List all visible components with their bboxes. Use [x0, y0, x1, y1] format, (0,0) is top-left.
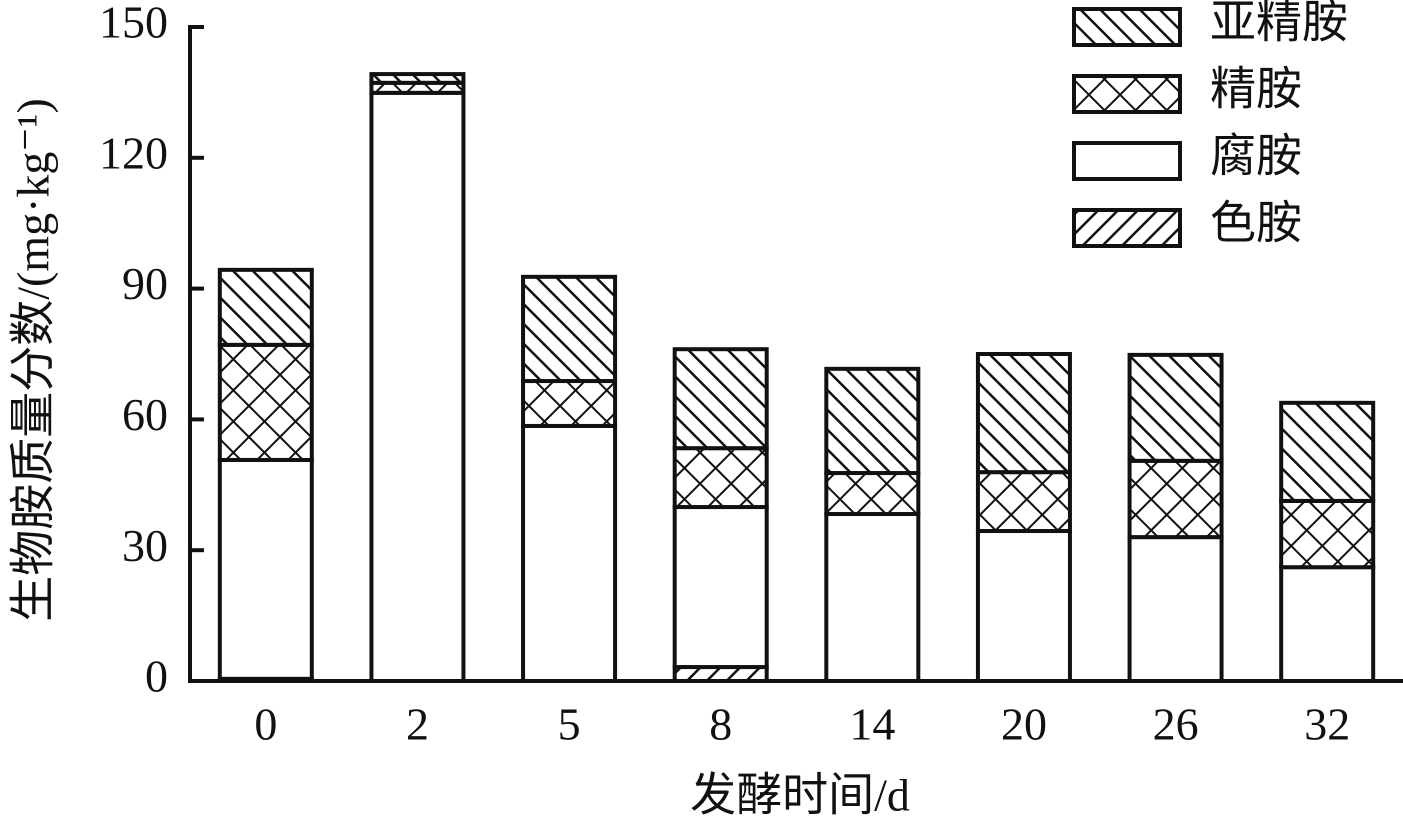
legend-swatch [1072, 7, 1182, 47]
bar-segment [1279, 565, 1376, 683]
bar-segment [672, 665, 769, 683]
bar-segment [217, 342, 314, 462]
y-tick-label: 0 [145, 651, 168, 702]
legend-swatch [1072, 208, 1182, 248]
x-tick-label: 8 [709, 699, 732, 750]
x-tick-label: 32 [1304, 699, 1350, 750]
legend-swatch [1072, 141, 1182, 181]
bar-segment [1127, 458, 1224, 540]
legend-label: 腐胺 [1210, 131, 1302, 182]
legend-label: 精胺 [1210, 64, 1302, 115]
bar-segment [975, 529, 1072, 683]
legend-label: 亚精胺 [1210, 0, 1348, 48]
bar-segment [672, 347, 769, 451]
bar-segment [1127, 352, 1224, 463]
legend-swatch [1072, 74, 1182, 114]
x-tick-label: 20 [1001, 699, 1047, 750]
x-tick-label: 5 [558, 699, 581, 750]
x-tick-label: 0 [254, 699, 277, 750]
bar-segment [824, 471, 921, 517]
legend-label: 色胺 [1210, 198, 1302, 249]
bar-segment [975, 352, 1072, 475]
bar-segment [672, 505, 769, 670]
bar-segment [672, 446, 769, 510]
bar-segment [369, 90, 466, 683]
x-tick-label: 2 [406, 699, 429, 750]
bar-segment [217, 267, 314, 347]
y-tick-label: 30 [122, 520, 168, 571]
bar-segment [824, 512, 921, 684]
y-tick-label: 90 [122, 258, 168, 309]
bar-segment [1127, 535, 1224, 683]
y-axis-label: 生物胺质量分数/(mg·kg⁻¹) [8, 98, 59, 622]
bar-segment [1279, 498, 1376, 570]
x-tick-label: 26 [1153, 699, 1199, 750]
y-tick-label: 60 [122, 389, 168, 440]
y-tick-label: 120 [99, 127, 168, 178]
bar-segment [824, 366, 921, 476]
bar-segment [975, 470, 1072, 534]
bar-segment [521, 423, 618, 683]
bar-segment [521, 379, 618, 428]
bar-segment [369, 72, 466, 85]
y-tick-label: 150 [99, 0, 168, 48]
x-tick-label: 14 [849, 699, 895, 750]
x-axis-label: 发酵时间/d [690, 770, 910, 821]
bar-segment [217, 457, 314, 681]
bar-segment [1279, 400, 1376, 503]
bar-segment [521, 274, 618, 384]
